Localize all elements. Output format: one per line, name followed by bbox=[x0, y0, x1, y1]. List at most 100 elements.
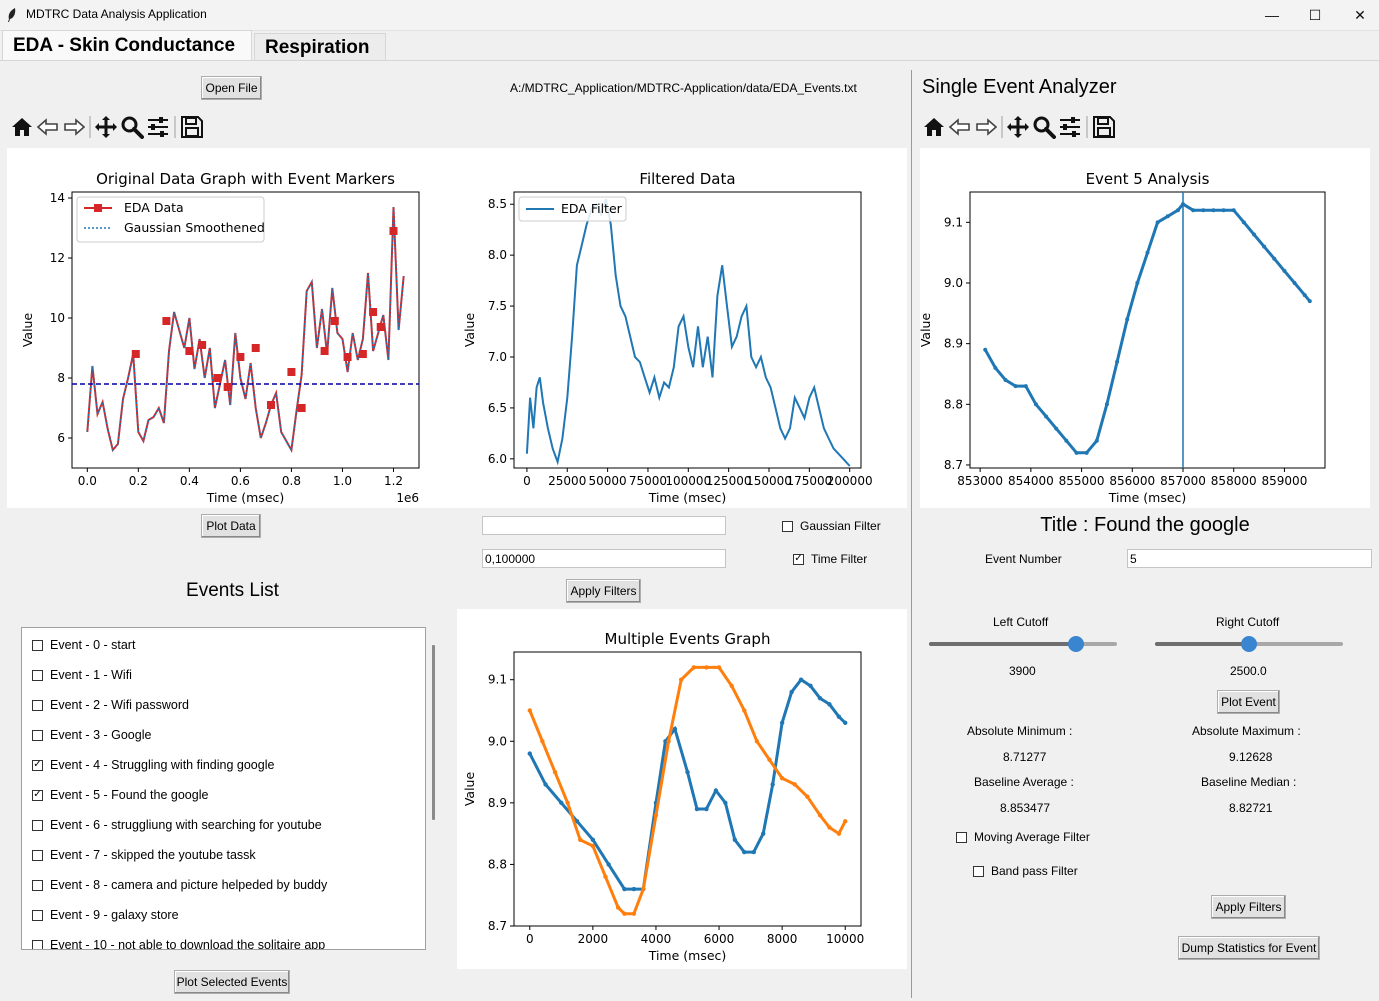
event-analysis-point bbox=[1201, 208, 1206, 213]
events-list-title: Events List bbox=[186, 580, 279, 601]
dump-statistics-button[interactable]: Dump Statistics for Event bbox=[1178, 936, 1320, 960]
home-icon[interactable] bbox=[9, 114, 35, 140]
event-series-point bbox=[559, 800, 564, 806]
event-checkbox[interactable] bbox=[32, 819, 43, 831]
original-data-chart[interactable]: Original Data Graph with Event Markers 0.… bbox=[7, 148, 457, 508]
tab-eda-skin-conductance[interactable]: EDA - Skin Conductance bbox=[2, 30, 252, 61]
time-filter-checkbox[interactable]: ✓ bbox=[793, 553, 804, 565]
event-series-point bbox=[666, 739, 671, 744]
time-filter-checkbox-row[interactable]: ✓ Time Filter bbox=[793, 552, 867, 566]
gaussian-filter-label: Gaussian Filter bbox=[800, 519, 881, 533]
event-marker bbox=[389, 227, 398, 235]
x-tick-label: 125000 bbox=[706, 474, 752, 488]
event-list-item[interactable]: Event - 9 - galaxy store bbox=[32, 905, 179, 925]
event-checkbox[interactable] bbox=[32, 639, 43, 651]
event-list-item[interactable]: Event - 0 - start bbox=[32, 635, 135, 655]
x-tick-label: 25000 bbox=[548, 474, 586, 488]
event-series-point bbox=[713, 788, 719, 793]
event-series-point bbox=[678, 677, 684, 682]
y-axis-label: Value bbox=[20, 313, 35, 348]
left-cutoff-slider[interactable] bbox=[929, 642, 1117, 646]
left-cutoff-slider-handle[interactable] bbox=[1067, 636, 1084, 652]
multiple-events-chart[interactable]: Multiple Events Graph 0 2000 4000 6000 8000 10… bbox=[457, 609, 907, 969]
filter-parameter-input[interactable] bbox=[482, 516, 726, 535]
save-icon[interactable] bbox=[1091, 114, 1117, 140]
gaussian-filter-checkbox[interactable] bbox=[782, 520, 793, 532]
apply-filters-button[interactable]: Apply Filters bbox=[566, 579, 641, 603]
x-tick-label: 0.8 bbox=[282, 474, 301, 488]
minimize-button[interactable]: — bbox=[1265, 7, 1279, 23]
event-list-item[interactable]: ✓ Event - 4 - Struggling with finding goo… bbox=[32, 755, 274, 775]
event-analysis-point bbox=[1135, 280, 1140, 285]
event-list-item[interactable]: Event - 6 - struggliung with searching f… bbox=[32, 815, 322, 835]
right-cutoff-slider-handle[interactable] bbox=[1241, 636, 1257, 652]
right-plot-toolbar bbox=[921, 114, 1117, 140]
event-analysis-point bbox=[1175, 208, 1180, 213]
event-list-item[interactable]: ✓ Event - 5 - Found the google bbox=[32, 785, 208, 805]
open-file-button[interactable]: Open File bbox=[201, 76, 262, 100]
band-pass-checkbox[interactable] bbox=[973, 865, 984, 877]
close-button[interactable]: ✕ bbox=[1354, 6, 1366, 23]
zoom-icon[interactable] bbox=[1031, 114, 1057, 140]
right-apply-filters-button[interactable]: Apply Filters bbox=[1211, 895, 1286, 919]
x-tick-label: 858000 bbox=[1211, 474, 1257, 488]
band-pass-checkbox-row[interactable]: Band pass Filter bbox=[973, 864, 1078, 878]
save-icon[interactable] bbox=[179, 114, 205, 140]
y-tick-label: 14 bbox=[50, 191, 65, 205]
forward-arrow-icon[interactable] bbox=[973, 114, 999, 140]
configure-icon[interactable] bbox=[1057, 114, 1083, 140]
configure-icon[interactable] bbox=[145, 114, 171, 140]
event-checkbox[interactable] bbox=[32, 909, 43, 921]
zoom-icon[interactable] bbox=[119, 114, 145, 140]
events-list[interactable]: Event - 0 - start Event - 1 - Wifi Event -… bbox=[21, 627, 426, 950]
pan-icon[interactable] bbox=[93, 114, 119, 140]
single-event-chart[interactable]: Event 5 Analysis 853000 854000 855000 856000… bbox=[920, 148, 1370, 508]
y-tick-label: 8.8 bbox=[488, 857, 507, 871]
right-cutoff-value: 2500.0 bbox=[1230, 664, 1267, 678]
gaussian-filter-checkbox-row[interactable]: Gaussian Filter bbox=[782, 519, 881, 533]
event-checkbox[interactable] bbox=[32, 669, 43, 681]
pan-icon[interactable] bbox=[1005, 114, 1031, 140]
event-checkbox[interactable]: ✓ bbox=[32, 759, 43, 771]
back-arrow-icon[interactable] bbox=[35, 114, 61, 140]
moving-average-checkbox-row[interactable]: Moving Average Filter bbox=[956, 830, 1090, 844]
event-analysis-point bbox=[1125, 317, 1130, 322]
events-list-scrollbar[interactable] bbox=[432, 645, 435, 820]
tab-respiration[interactable]: Respiration bbox=[254, 33, 386, 61]
event-list-item[interactable]: Event - 8 - camera and picture helpeded … bbox=[32, 875, 327, 895]
plot-event-button[interactable]: Plot Event bbox=[1217, 690, 1280, 714]
event-list-item[interactable]: Event - 1 - Wifi bbox=[32, 665, 132, 685]
legend: EDA Filter bbox=[518, 196, 627, 222]
plot-data-button[interactable]: Plot Data bbox=[201, 514, 261, 538]
file-path-label: A:/MDTRC_Application/MDTRC-Application/d… bbox=[510, 81, 857, 95]
event-list-item[interactable]: Event - 3 - Google bbox=[32, 725, 151, 745]
maximize-button[interactable]: ☐ bbox=[1308, 6, 1322, 23]
event-series-point bbox=[704, 806, 709, 812]
time-range-input[interactable] bbox=[482, 549, 726, 568]
x-tick-label: 0 bbox=[526, 932, 534, 946]
event-series-point bbox=[694, 806, 700, 812]
forward-arrow-icon[interactable] bbox=[61, 114, 87, 140]
event-checkbox[interactable] bbox=[32, 879, 43, 891]
plot-area bbox=[513, 191, 862, 469]
event-checkbox[interactable]: ✓ bbox=[32, 789, 43, 801]
event-analysis-point bbox=[1074, 450, 1079, 455]
moving-average-checkbox[interactable] bbox=[956, 831, 967, 843]
event-checkbox[interactable] bbox=[32, 699, 43, 711]
home-icon[interactable] bbox=[921, 114, 947, 140]
y-tick-label: 10 bbox=[50, 311, 65, 325]
event-checkbox[interactable] bbox=[32, 849, 43, 861]
plot-selected-events-button[interactable]: Plot Selected Events bbox=[174, 970, 290, 994]
back-arrow-icon[interactable] bbox=[947, 114, 973, 140]
event-list-item[interactable]: Event - 2 - Wifi password bbox=[32, 695, 189, 715]
event-checkbox[interactable] bbox=[32, 939, 43, 949]
filtered-data-chart[interactable]: Filtered Data 0 25000 50000 7500010000012500… bbox=[457, 148, 907, 508]
event-series-point bbox=[770, 782, 775, 787]
event-list-item[interactable]: Event - 7 - skipped the youtube tassk bbox=[32, 845, 256, 865]
event-number-input[interactable] bbox=[1127, 549, 1372, 568]
event-checkbox[interactable] bbox=[32, 729, 43, 741]
chart-title: Event 5 Analysis bbox=[1086, 170, 1210, 188]
event-series-point bbox=[827, 702, 832, 707]
event-list-item[interactable]: Event - 10 - not able to download the so… bbox=[32, 935, 325, 949]
event-series-point bbox=[808, 683, 813, 689]
